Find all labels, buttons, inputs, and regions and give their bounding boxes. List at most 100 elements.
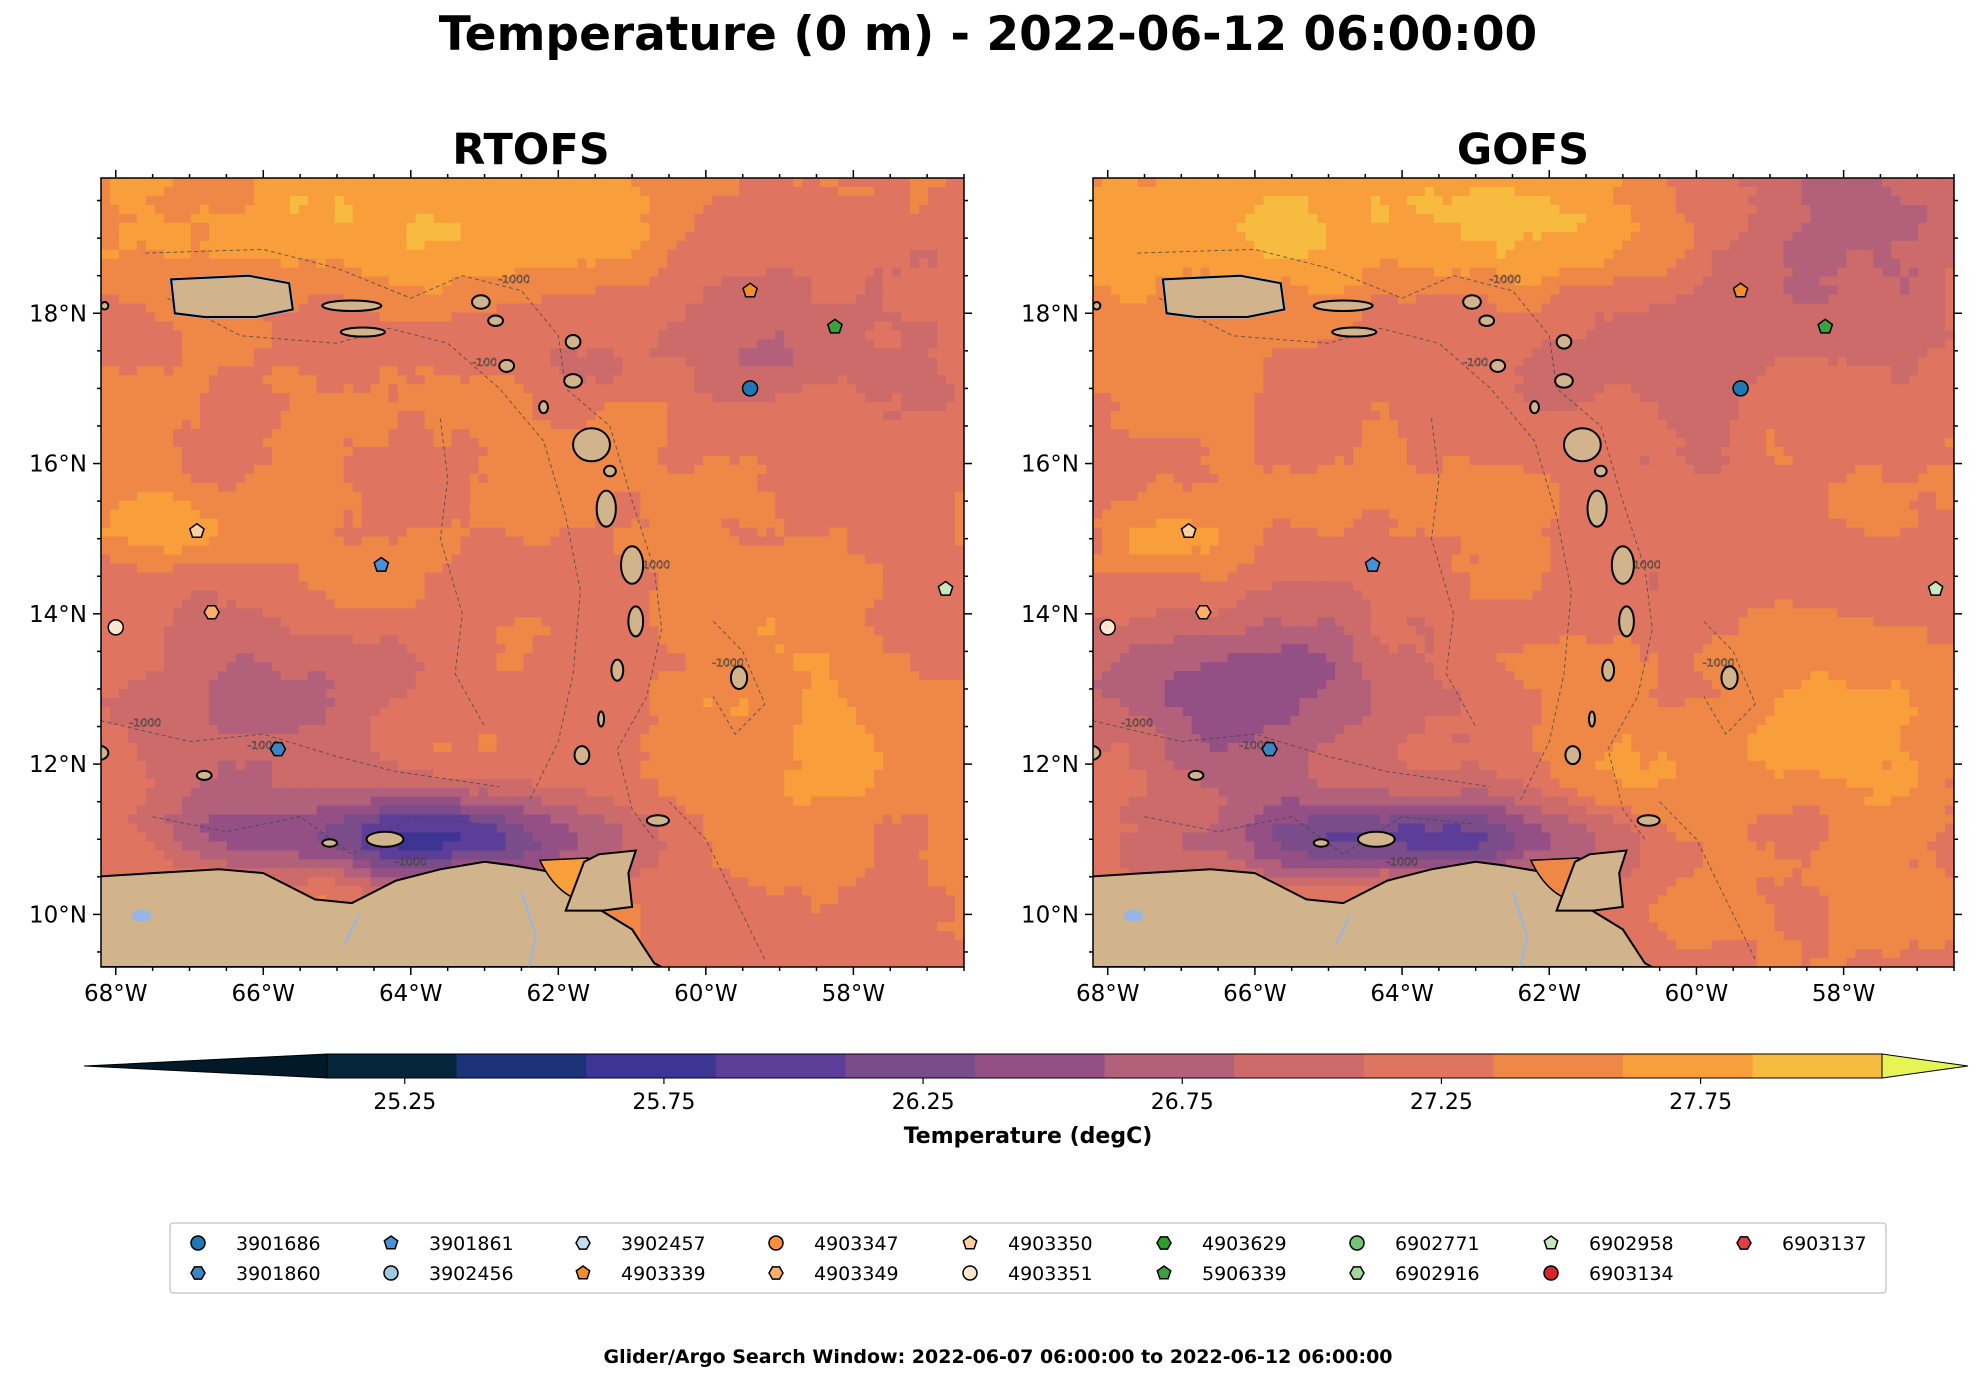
- island-land: [365, 830, 405, 848]
- bathymetry-contour: [1144, 816, 1476, 855]
- island-land: [1331, 326, 1378, 338]
- x-tick-label: 64°W: [379, 981, 443, 1007]
- bathymetry-contour: [1430, 418, 1477, 727]
- rtofs-landmasses: [101, 274, 749, 967]
- bathymetry-contour-label: -1000: [129, 717, 161, 730]
- float-marker-3901860: [1261, 741, 1278, 757]
- legend-marker: [383, 1235, 399, 1250]
- island-land: [101, 744, 110, 761]
- bathymetry-contour-label: -1000: [1629, 559, 1661, 572]
- colorbar-tick-label: 26.25: [892, 1090, 955, 1115]
- colorbar-under-extension: [83, 1053, 328, 1079]
- colorbar-tick-label: 27.25: [1410, 1090, 1473, 1115]
- float-marker-6902958: [937, 580, 954, 596]
- legend-item-4903347: 4903347: [768, 1233, 899, 1255]
- legend-item-4903351: 4903351: [962, 1263, 1093, 1285]
- x-tick-label: 66°W: [1223, 981, 1287, 1007]
- x-tick-label: 60°W: [674, 981, 738, 1007]
- legend-item-3901860: 3901860: [190, 1263, 321, 1285]
- island-land: [620, 545, 645, 585]
- rtofs-map-content: -1000-100-1000-1000-1000-1000-1000: [101, 178, 964, 967]
- legend-item-3902456: 3902456: [383, 1263, 514, 1285]
- island-land: [487, 314, 504, 328]
- island-land: [1356, 830, 1396, 848]
- colorbar-swatch: [586, 1054, 717, 1078]
- bathymetry-contour-label: -1000: [1121, 717, 1153, 730]
- colorbar-tick-label: 25.25: [373, 1090, 436, 1115]
- island-land: [101, 300, 110, 311]
- float-marker-4903339: [1732, 282, 1749, 298]
- legend-item-4903350: 4903350: [962, 1233, 1093, 1255]
- x-tick-label: 68°W: [84, 981, 148, 1007]
- rtofs-map-panel: RTOFS -1000-100-1000-1000-1000-1000-1000…: [29, 125, 972, 1007]
- legend-label: 3901686: [236, 1233, 321, 1255]
- legend-item-3901861: 3901861: [383, 1233, 514, 1255]
- y-tick-label: 10°N: [1021, 902, 1079, 928]
- bathymetry-contour-label: -100: [1463, 356, 1488, 369]
- legend-label: 3902456: [429, 1263, 514, 1285]
- gofs-rivers-lakes: [1123, 891, 1529, 967]
- island-land: [339, 326, 386, 338]
- legend-item-3902457: 3902457: [575, 1233, 706, 1255]
- legend-marker: [1349, 1235, 1365, 1251]
- bathymetry-contour-label: -1000: [1386, 856, 1418, 869]
- gofs-bathymetry-contours: -1000-100-1000-1000-1000-1000-1000: [1093, 248, 1756, 960]
- island-land: [1593, 464, 1608, 478]
- legend-marker: [962, 1265, 978, 1281]
- legend-marker: [1543, 1265, 1559, 1281]
- legend-label: 3901860: [236, 1263, 321, 1285]
- trinidad-land: [1555, 849, 1628, 912]
- trinidad-land: [564, 849, 638, 912]
- y-tick-label: 16°N: [29, 452, 87, 478]
- island-land: [1554, 373, 1574, 389]
- island-land: [1489, 358, 1507, 373]
- legend-item-3901686: 3901686: [190, 1233, 321, 1255]
- island-land: [597, 710, 606, 728]
- legend-marker: [962, 1235, 978, 1250]
- island-land: [1478, 314, 1496, 328]
- rtofs-panel-title: RTOFS: [452, 125, 609, 175]
- island-land: [1586, 489, 1608, 528]
- legend-label: 4903629: [1202, 1233, 1287, 1255]
- bathymetry-contour-label: -1000: [1489, 273, 1521, 286]
- legend-item-6903137: 6903137: [1736, 1233, 1867, 1255]
- colorbar-swatch: [974, 1054, 1105, 1078]
- legend-item-6902771: 6902771: [1349, 1233, 1480, 1255]
- island-land: [645, 814, 670, 827]
- island-land: [1601, 658, 1616, 682]
- bathymetry-contour: [1659, 801, 1756, 960]
- temperature-colorbar: Temperature (degC) 25.25 25.75 26.25 26.75 2…: [83, 1053, 1969, 1149]
- float-marker-4903350: [1180, 522, 1197, 538]
- island-land: [573, 745, 591, 766]
- legend-item-4903629: 4903629: [1156, 1233, 1287, 1255]
- colorbar-swatch: [456, 1054, 587, 1078]
- float-legend: 3901686 3901860 3901861 3902456 3902457 49033…: [169, 1222, 1887, 1294]
- legend-label: 6903134: [1589, 1263, 1674, 1285]
- x-tick-label: 66°W: [232, 981, 296, 1007]
- legend-marker: [1543, 1235, 1559, 1250]
- gofs-panel-title: GOFS: [1457, 125, 1589, 175]
- figure-title: Temperature (0 m) - 2022-06-12 06:00:00: [439, 7, 1537, 62]
- south-america-land: [101, 860, 663, 967]
- y-tick-label: 18°N: [29, 301, 87, 327]
- bathymetry-contour: [1093, 720, 1491, 788]
- bathymetry-contour-label: -1000: [638, 559, 670, 572]
- island-land: [1462, 294, 1482, 310]
- island-land: [610, 658, 625, 682]
- legend-label: 4903349: [814, 1263, 899, 1285]
- legend-marker: [768, 1266, 784, 1280]
- colorbar-tick-label: 25.75: [632, 1090, 695, 1115]
- island-land: [1555, 334, 1573, 350]
- island-land: [1610, 545, 1635, 585]
- island-land: [1587, 710, 1596, 728]
- float-marker-4903351: [1099, 619, 1116, 636]
- x-tick-label: 64°W: [1370, 981, 1434, 1007]
- legend-item-6903134: 6903134: [1543, 1263, 1674, 1285]
- island-land: [1093, 300, 1102, 311]
- island-land: [729, 665, 749, 690]
- river: [520, 891, 538, 967]
- island-land: [603, 464, 617, 478]
- gofs-axis-ticks: [1085, 170, 1962, 975]
- island-land: [1312, 838, 1330, 848]
- y-tick-label: 18°N: [1021, 301, 1079, 327]
